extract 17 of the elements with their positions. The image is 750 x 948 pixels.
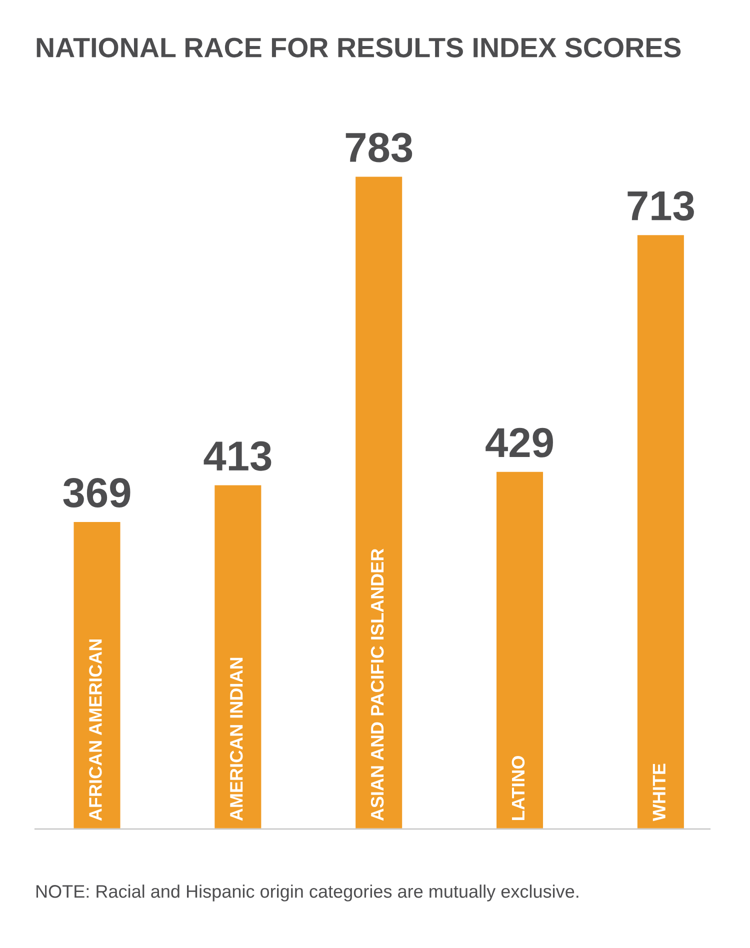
bar	[636, 234, 686, 829]
bar	[213, 484, 263, 829]
bar	[72, 520, 122, 829]
data-label: 713	[628, 191, 694, 221]
x-tick-label: ASIAN AND PACIFIC ISLANDER	[370, 548, 384, 821]
data-label: 783	[346, 132, 412, 162]
x-tick-label: AMERICAN INDIAN	[230, 658, 243, 821]
x-tick-label: AFRICAN AMERICAN	[89, 640, 102, 821]
data-label: 429	[486, 428, 553, 458]
bar	[354, 175, 404, 829]
data-label: 369	[63, 478, 130, 508]
data-label: 413	[204, 441, 272, 471]
chart-title: NATIONAL RACE FOR RESULTS INDEX SCORES	[36, 38, 681, 58]
text: NOTE: Racial and Hispanic origin categories are mutually exclusive.	[36, 884, 578, 902]
bar	[495, 470, 544, 829]
x-tick-label: WHITE	[652, 764, 666, 822]
x-tick-label: LATINO	[512, 756, 525, 820]
